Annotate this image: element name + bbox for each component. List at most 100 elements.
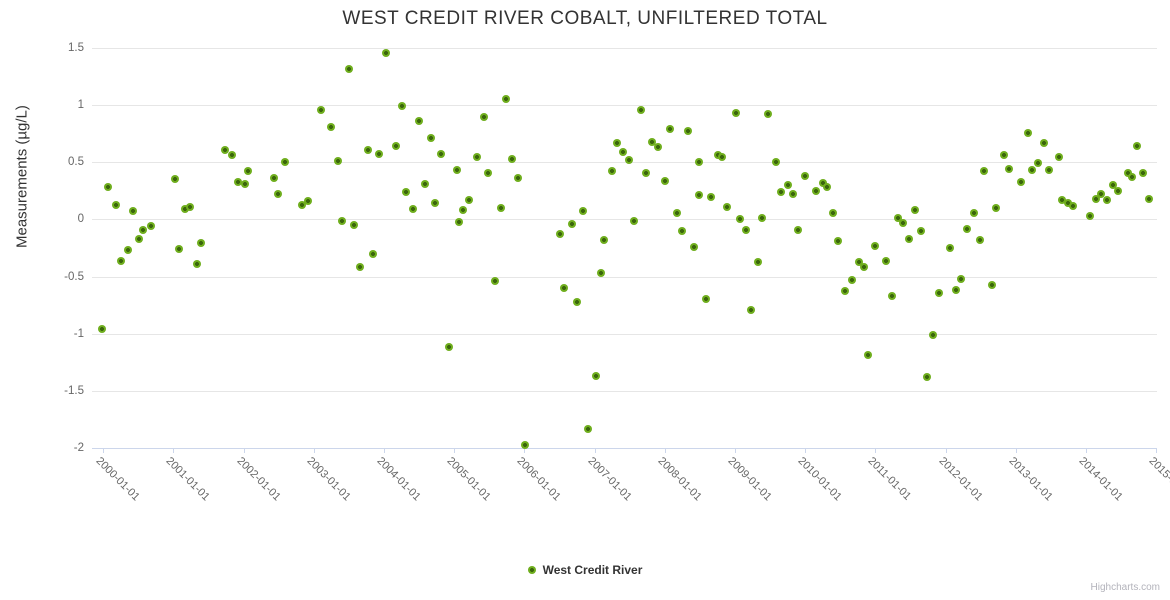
data-point[interactable] bbox=[333, 157, 342, 166]
data-point[interactable] bbox=[988, 280, 997, 289]
data-point[interactable] bbox=[175, 245, 184, 254]
data-point[interactable] bbox=[138, 225, 147, 234]
data-point[interactable] bbox=[303, 197, 312, 206]
data-point[interactable] bbox=[789, 190, 798, 199]
data-point[interactable] bbox=[847, 276, 856, 284]
data-point[interactable] bbox=[382, 48, 391, 57]
data-point[interactable] bbox=[220, 145, 229, 154]
data-point[interactable] bbox=[496, 204, 505, 212]
data-point[interactable] bbox=[864, 351, 873, 360]
data-point[interactable] bbox=[629, 216, 638, 225]
data-point[interactable] bbox=[391, 142, 400, 151]
data-point[interactable] bbox=[701, 295, 710, 304]
data-point[interactable] bbox=[811, 186, 820, 195]
data-point[interactable] bbox=[660, 176, 669, 185]
data-point[interactable] bbox=[746, 305, 755, 314]
data-point[interactable] bbox=[420, 180, 429, 188]
data-point[interactable] bbox=[934, 288, 943, 297]
data-point[interactable] bbox=[1114, 186, 1123, 195]
data-point[interactable] bbox=[111, 200, 120, 209]
data-point[interactable] bbox=[992, 204, 1001, 212]
data-point[interactable] bbox=[980, 167, 989, 176]
data-point[interactable] bbox=[337, 216, 346, 225]
data-point[interactable] bbox=[344, 64, 353, 73]
data-point[interactable] bbox=[1063, 199, 1072, 208]
data-point[interactable] bbox=[234, 177, 243, 186]
data-point[interactable] bbox=[823, 183, 832, 192]
data-point[interactable] bbox=[706, 192, 715, 201]
data-point[interactable] bbox=[732, 109, 741, 118]
data-point[interactable] bbox=[1004, 165, 1013, 174]
data-point[interactable] bbox=[929, 330, 938, 339]
data-point[interactable] bbox=[1016, 177, 1025, 186]
data-point[interactable] bbox=[1138, 168, 1147, 177]
data-point[interactable] bbox=[458, 206, 467, 215]
data-point[interactable] bbox=[882, 256, 890, 265]
data-point[interactable] bbox=[578, 207, 587, 216]
data-point[interactable] bbox=[647, 137, 656, 146]
highcharts-credits-link[interactable]: Highcharts.com bbox=[1090, 582, 1160, 593]
data-point[interactable] bbox=[684, 127, 693, 136]
data-point[interactable] bbox=[326, 122, 335, 131]
data-point[interactable] bbox=[910, 206, 919, 215]
data-point[interactable] bbox=[777, 188, 786, 196]
data-point[interactable] bbox=[641, 168, 650, 177]
data-point[interactable] bbox=[963, 224, 972, 233]
data-point[interactable] bbox=[735, 215, 744, 224]
data-point[interactable] bbox=[1128, 173, 1137, 182]
data-point[interactable] bbox=[592, 372, 601, 380]
data-point[interactable] bbox=[613, 138, 622, 147]
data-point[interactable] bbox=[969, 208, 978, 217]
data-point[interactable] bbox=[1023, 128, 1032, 137]
data-point[interactable] bbox=[274, 190, 283, 199]
data-point[interactable] bbox=[490, 277, 499, 286]
data-point[interactable] bbox=[116, 256, 125, 265]
data-point[interactable] bbox=[1039, 138, 1048, 147]
data-point[interactable] bbox=[1086, 212, 1095, 220]
data-point[interactable] bbox=[753, 257, 762, 266]
data-point[interactable] bbox=[608, 167, 617, 176]
data-point[interactable] bbox=[653, 143, 662, 152]
data-point[interactable] bbox=[1069, 201, 1078, 210]
data-point[interactable] bbox=[415, 117, 424, 126]
data-point[interactable] bbox=[316, 105, 325, 114]
data-point[interactable] bbox=[514, 174, 523, 183]
data-point[interactable] bbox=[363, 145, 372, 154]
data-point[interactable] bbox=[479, 112, 488, 121]
data-point[interactable] bbox=[507, 154, 516, 163]
data-point[interactable] bbox=[427, 134, 436, 143]
data-point[interactable] bbox=[666, 125, 675, 134]
data-point[interactable] bbox=[854, 257, 863, 266]
data-point[interactable] bbox=[128, 207, 137, 216]
data-point[interactable] bbox=[784, 181, 793, 190]
data-point[interactable] bbox=[695, 158, 704, 167]
data-point[interactable] bbox=[713, 151, 722, 160]
data-point[interactable] bbox=[180, 205, 189, 214]
data-point[interactable] bbox=[636, 105, 645, 114]
data-point[interactable] bbox=[922, 373, 931, 382]
data-point[interactable] bbox=[898, 218, 907, 227]
data-point[interactable] bbox=[1091, 194, 1100, 203]
data-point[interactable] bbox=[227, 151, 236, 160]
data-point[interactable] bbox=[1044, 166, 1053, 175]
data-point[interactable] bbox=[718, 152, 727, 161]
data-point[interactable] bbox=[841, 287, 850, 296]
data-point[interactable] bbox=[1103, 196, 1112, 204]
data-point[interactable] bbox=[957, 274, 966, 283]
data-point[interactable] bbox=[834, 237, 843, 246]
data-point[interactable] bbox=[794, 225, 803, 234]
data-point[interactable] bbox=[556, 230, 565, 239]
data-point[interactable] bbox=[1132, 142, 1141, 151]
data-point[interactable] bbox=[453, 166, 462, 175]
data-point[interactable] bbox=[584, 424, 593, 433]
data-point[interactable] bbox=[430, 199, 439, 208]
data-point[interactable] bbox=[568, 220, 577, 228]
data-point[interactable] bbox=[146, 222, 155, 231]
data-point[interactable] bbox=[444, 343, 453, 352]
data-point[interactable] bbox=[801, 172, 810, 180]
data-point[interactable] bbox=[741, 225, 750, 234]
data-point[interactable] bbox=[97, 325, 106, 334]
data-point[interactable] bbox=[1034, 159, 1043, 168]
data-point[interactable] bbox=[241, 180, 250, 188]
data-point[interactable] bbox=[455, 217, 464, 226]
